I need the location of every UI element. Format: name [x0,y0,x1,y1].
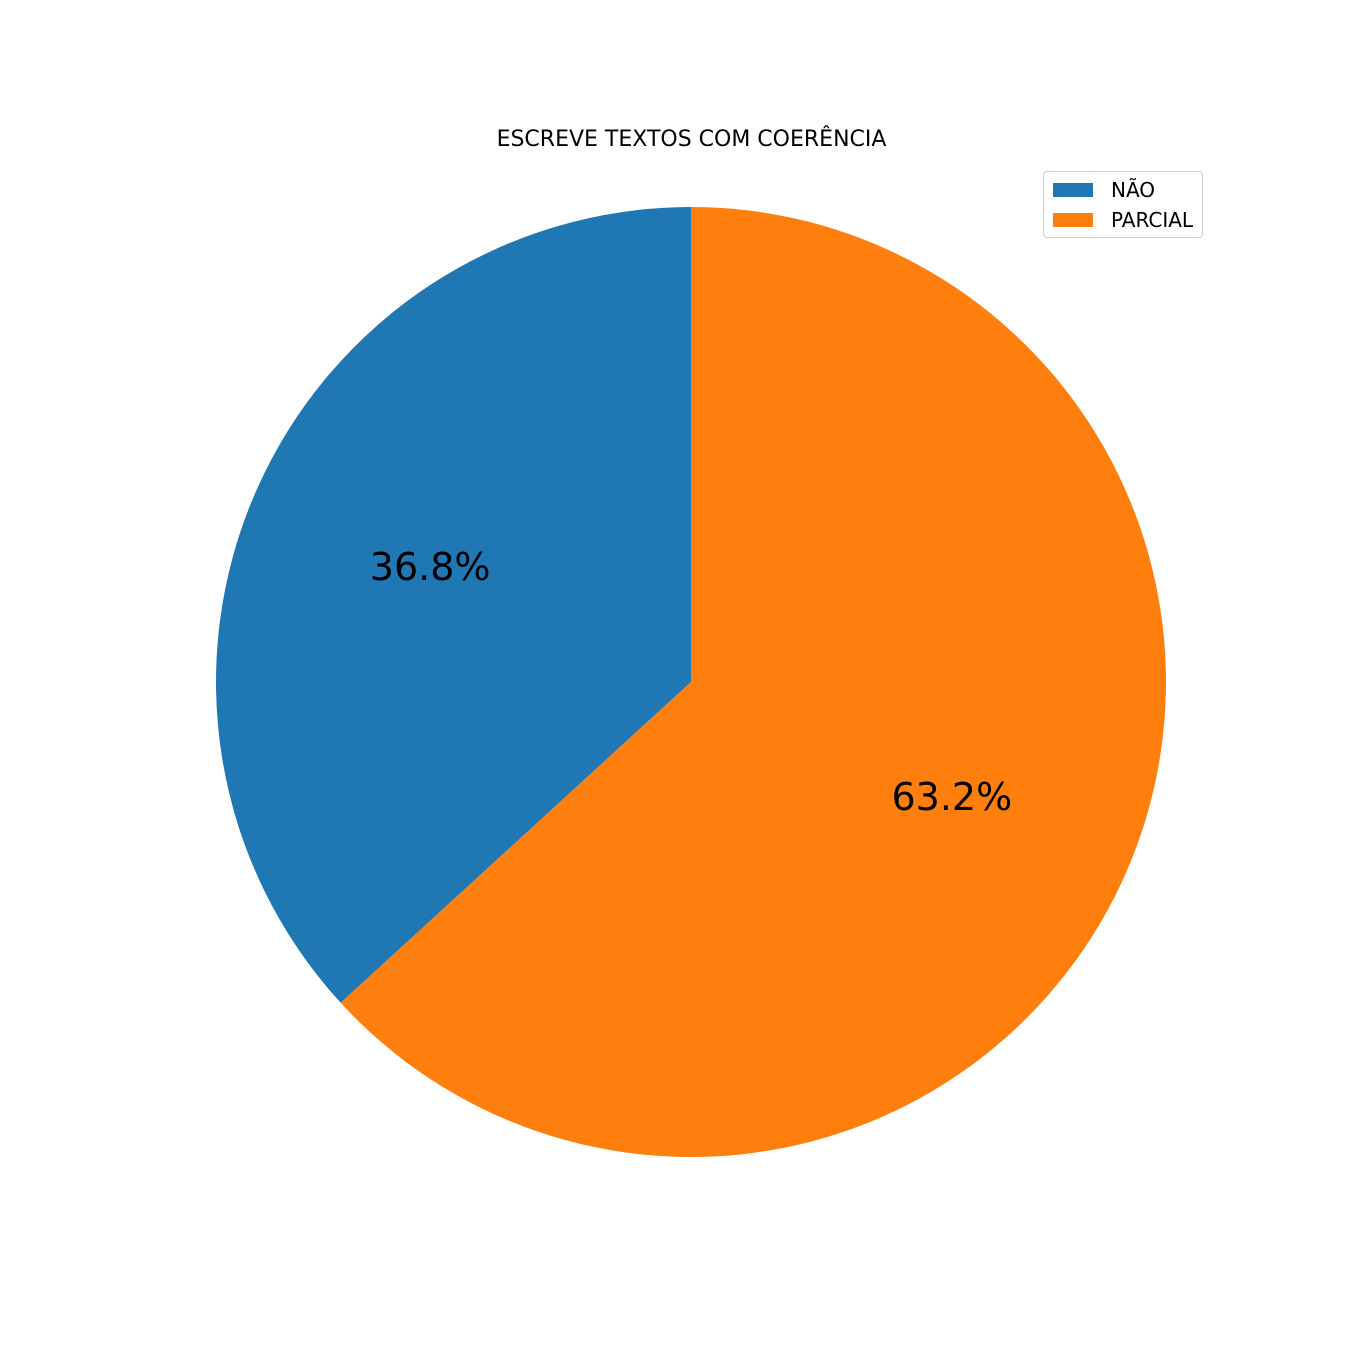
pie-slices [216,207,1167,1158]
legend-label-nao: NÃO [1111,178,1156,202]
pie-percent-label-nao: 36.8% [370,545,491,589]
legend-label-parcial: PARCIAL [1111,208,1194,232]
legend-entry-nao: NÃO [1053,178,1156,202]
pie-percent-label-parcial: 63.2% [891,775,1012,819]
pie-slice-nao [216,207,691,1003]
legend-swatch-parcial [1053,213,1093,227]
legend-entry-parcial: PARCIAL [1053,208,1194,232]
chart-title: ESCREVE TEXTOS COM COERÊNCIA [496,127,887,152]
pie-slice-parcial [340,207,1167,1158]
legend-swatch-nao [1053,183,1093,197]
pie-percent-labels: 36.8% 63.2% [370,545,1012,819]
legend: NÃO PARCIAL [1043,171,1203,238]
